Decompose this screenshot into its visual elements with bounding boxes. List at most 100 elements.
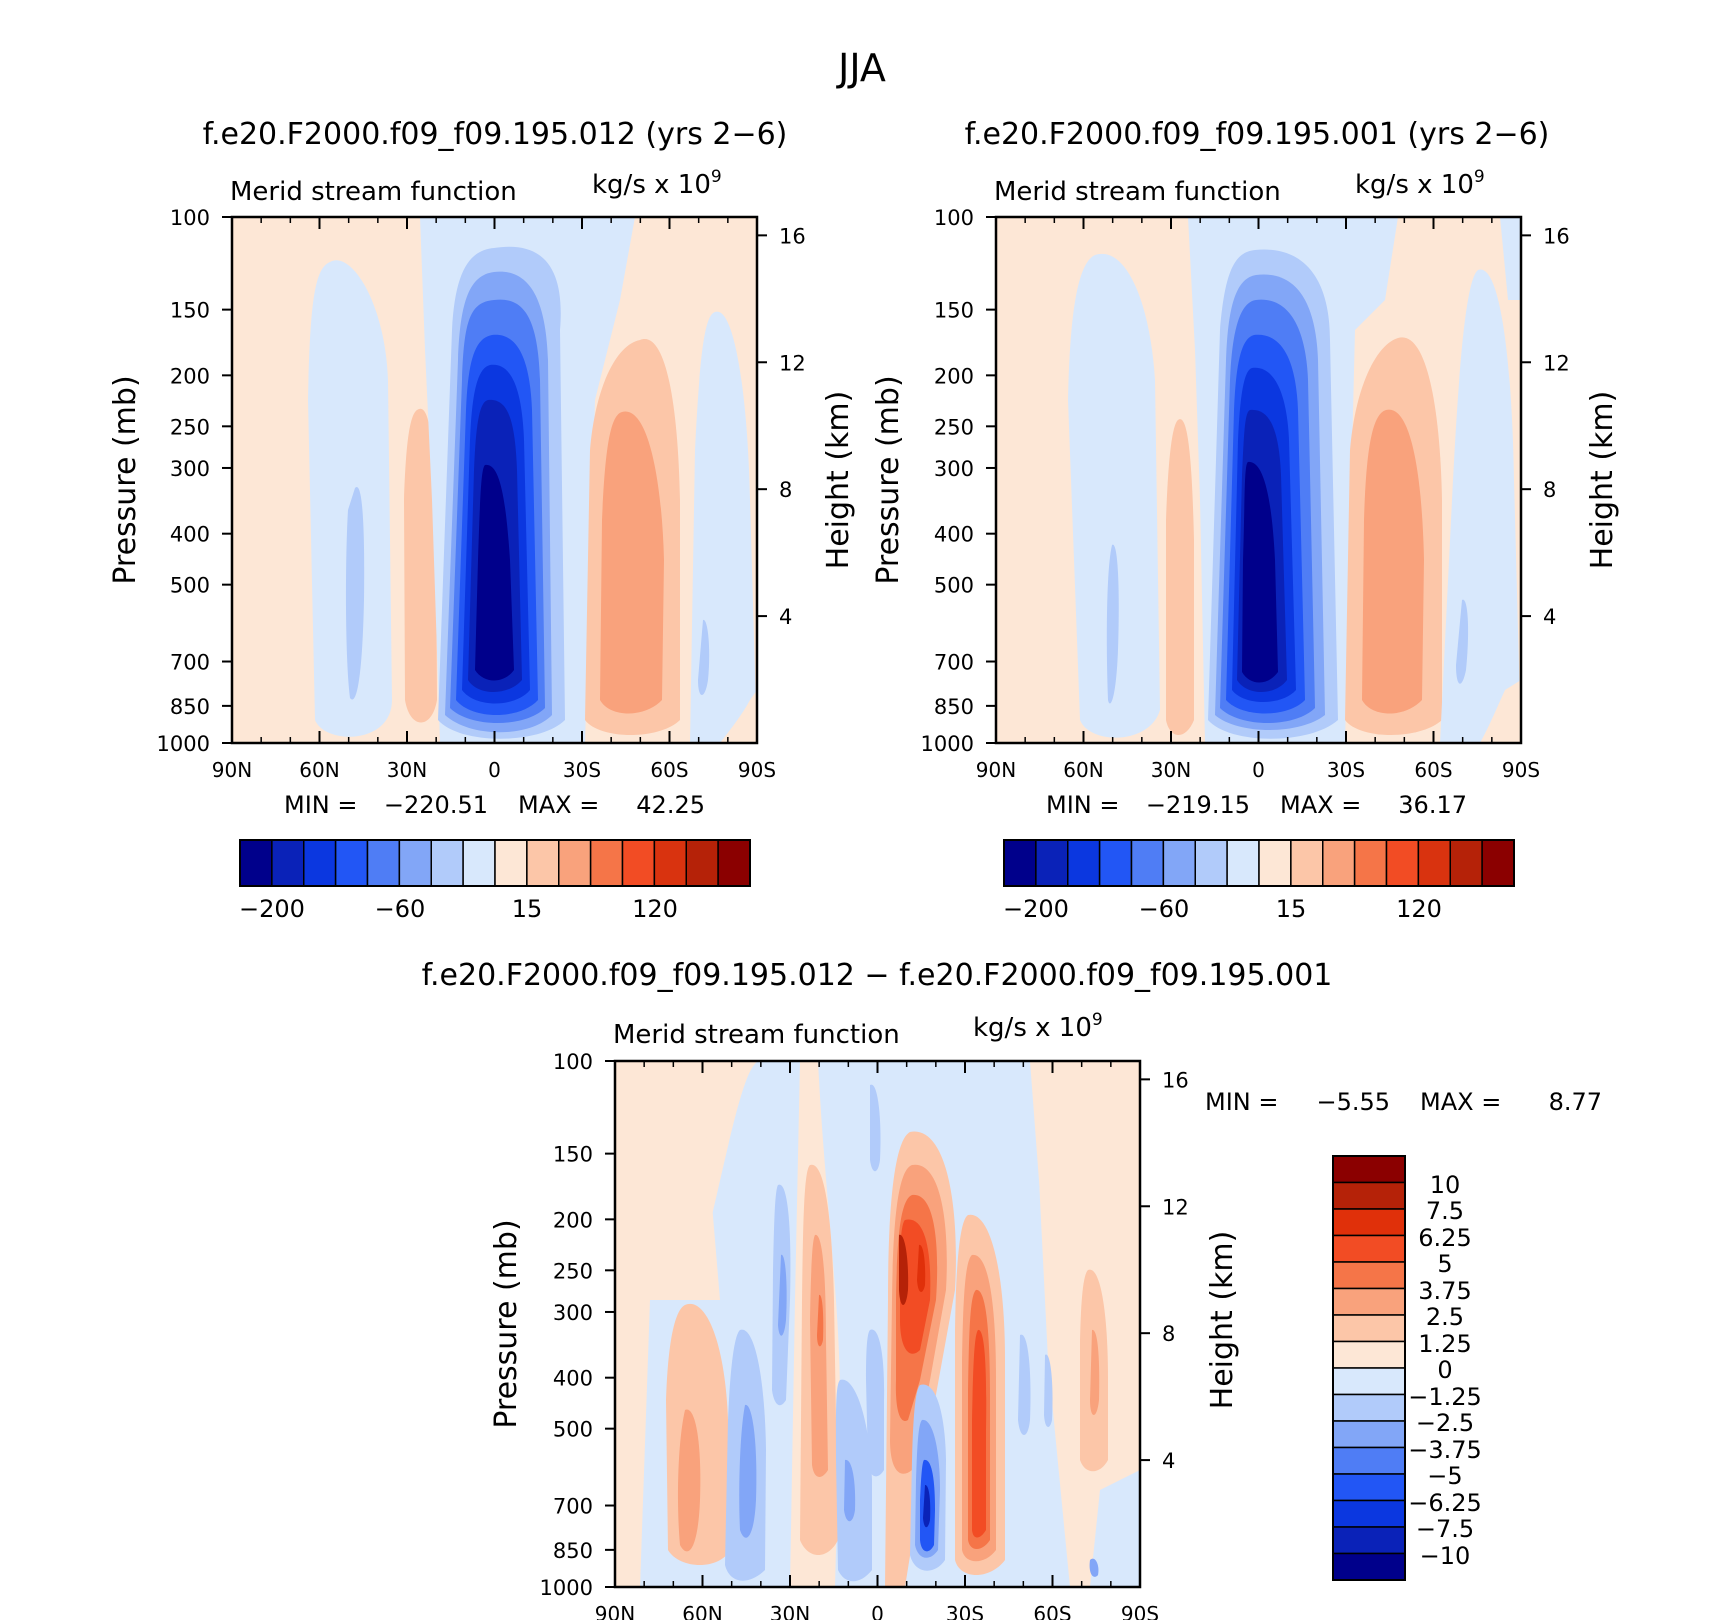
lat-tick-label: 0 — [871, 1602, 884, 1620]
panel-2-max-value: 36.17 — [1398, 791, 1467, 819]
panel-3-colorbar-labels: 10 7.5 6.25 5 3.75 2.5 1.25 0 −1.25 −2.5… — [1408, 1171, 1482, 1570]
lat-tick-label: 60S — [650, 758, 688, 782]
panel-2-cbar-label-2: 15 — [1276, 895, 1307, 923]
height-tick-label: 12 — [1543, 351, 1570, 375]
panel-2-variable-title: Merid stream function — [994, 177, 1281, 207]
panel-1-y2ticks: 16 12 8 4 — [757, 224, 806, 629]
panel-3-negative-fill-38n-core — [778, 1254, 787, 1336]
panel-1-cbar-label-3: 120 — [632, 895, 678, 923]
colorbar-swatch — [1332, 1181, 1406, 1210]
colorbar-swatch — [1332, 1473, 1406, 1502]
panel-3-min-value: −5.55 — [1316, 1088, 1390, 1116]
panel-2-min-label: MIN = — [1046, 791, 1119, 819]
colorbar-frame — [239, 839, 751, 887]
colorbar-swatch — [717, 839, 751, 887]
height-tick-label: 8 — [779, 478, 792, 502]
pressure-tick-label: 1000 — [157, 732, 210, 756]
panel-3-negative-fill-south-pole-core — [1089, 1558, 1099, 1577]
panel-2-min-value: −219.15 — [1146, 791, 1250, 819]
lat-tick-label: 90S — [1502, 758, 1540, 782]
colorbar-frame — [1332, 1155, 1406, 1581]
panel-3-colorbar — [1332, 1155, 1406, 1581]
panel-2: f.e20.F2000.f09_f09.195.001 (yrs 2−6) Me… — [871, 117, 1620, 923]
colorbar-swatch — [1353, 839, 1388, 887]
colorbar-swatch — [1417, 839, 1451, 887]
panel-3-cbar-label-8: −1.25 — [1408, 1383, 1482, 1411]
pressure-tick-label: 400 — [170, 523, 210, 547]
colorbar-frame — [1003, 839, 1515, 887]
panel-3-negative-fill-55s — [1018, 1334, 1031, 1435]
colorbar-swatch — [1332, 1552, 1406, 1581]
lat-tick-label: 30N — [387, 758, 427, 782]
panel-3-positive-fill-72s-core — [1090, 1329, 1100, 1415]
panel-2-xticks: 90N 60N 30N 0 30S 60S 90S — [976, 217, 1540, 782]
lat-tick-label: 90N — [212, 758, 252, 782]
colorbar-swatch — [334, 839, 369, 887]
panel-2-field — [996, 217, 1521, 743]
panel-2-colorbar-labels: −200 −60 15 120 — [1003, 895, 1442, 923]
pressure-tick-label: 1000 — [921, 732, 974, 756]
pressure-tick-label: 200 — [170, 364, 210, 388]
pressure-tick-label: 700 — [934, 651, 974, 675]
colorbar-swatch — [1290, 839, 1324, 887]
colorbar-swatch — [462, 839, 496, 887]
panel-1-case-title: f.e20.F2000.f09_f09.195.012 (yrs 2−6) — [203, 117, 788, 152]
panel-3-cbar-label-1: 7.5 — [1426, 1197, 1464, 1225]
panel-1-colorbar-labels: −200 −60 15 120 — [239, 895, 678, 923]
panel-3-cbar-label-14: −10 — [1420, 1542, 1471, 1570]
panel-1-yticks: 100 150 200 250 300 400 500 700 850 1000 — [157, 206, 232, 756]
panel-1-min-label: MIN = — [284, 791, 357, 819]
panel-3-cbar-label-2: 6.25 — [1418, 1224, 1471, 1252]
panel-1-cbar-label-1: −60 — [375, 895, 426, 923]
pressure-tick-label: 1000 — [540, 1576, 593, 1600]
colorbar-swatch — [1035, 839, 1069, 887]
panel-3-field — [615, 1061, 1140, 1587]
panel-3-cbar-label-11: −5 — [1427, 1462, 1462, 1490]
panel-1-colorbar — [239, 839, 751, 887]
colorbar-swatch — [494, 839, 528, 887]
panel-2-yticks: 100 150 200 250 300 400 500 700 850 1000 — [921, 206, 996, 756]
colorbar-swatch — [1481, 839, 1515, 887]
panel-1-field — [232, 217, 757, 743]
colorbar-swatch — [1332, 1287, 1406, 1316]
pressure-tick-label: 300 — [170, 457, 210, 481]
panel-3-cbar-label-3: 5 — [1437, 1250, 1452, 1278]
height-tick-label: 8 — [1543, 478, 1556, 502]
panel-3-negative-fill-22s-peak — [923, 1484, 931, 1528]
pressure-tick-label: 150 — [934, 299, 974, 323]
colorbar-swatch — [271, 839, 305, 887]
colorbar-swatch — [653, 839, 687, 887]
panel-3-max-label: MAX = — [1420, 1088, 1501, 1116]
panel-1-positive-fill-30n — [404, 408, 437, 723]
panel-3-yticks: 100 150 200 250 300 400 500 700 850 1000 — [540, 1050, 615, 1600]
colorbar-swatch — [1332, 1340, 1406, 1369]
pressure-tick-label: 200 — [934, 364, 974, 388]
pressure-tick-label: 700 — [170, 651, 210, 675]
panel-3-negative-fill-60s — [1044, 1354, 1053, 1427]
colorbar-swatch — [1332, 1234, 1406, 1263]
colorbar-swatch — [685, 839, 719, 887]
pressure-tick-label: 850 — [553, 1539, 593, 1563]
height-tick-label: 8 — [1162, 1322, 1175, 1346]
panel-2-y2ticks: 16 12 8 4 — [1521, 224, 1570, 629]
colorbar-swatch — [1162, 839, 1196, 887]
panel-1-negative-fill-north-polar — [308, 260, 392, 737]
panel-3-cbar-label-7: 0 — [1437, 1356, 1452, 1384]
colorbar-swatch — [1332, 1155, 1406, 1184]
panel-2-colorbar — [1003, 839, 1515, 887]
pressure-tick-label: 500 — [553, 1418, 593, 1442]
colorbar-swatch — [1098, 839, 1133, 887]
panel-3-y2label: Height (km) — [1205, 1231, 1240, 1410]
panel-2-negative-fill-south-pole-edge — [1500, 217, 1521, 300]
pressure-tick-label: 100 — [170, 206, 210, 230]
panel-1-negative-fill-south-polar-core — [698, 619, 710, 695]
colorbar-swatch — [1332, 1499, 1406, 1528]
lat-tick-label: 90S — [738, 758, 776, 782]
pressure-tick-label: 200 — [553, 1208, 593, 1232]
lat-tick-label: 30N — [1151, 758, 1191, 782]
pressure-tick-label: 250 — [934, 415, 974, 439]
panel-2-cbar-label-3: 120 — [1396, 895, 1442, 923]
panel-3-cbar-label-4: 3.75 — [1418, 1277, 1471, 1305]
pressure-tick-label: 250 — [170, 415, 210, 439]
panel-1-negative-fill-hadley-core — [475, 464, 514, 681]
